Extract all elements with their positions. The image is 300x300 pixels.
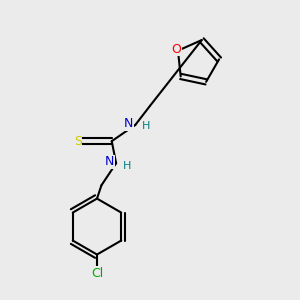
Text: H: H	[123, 161, 131, 171]
Text: N: N	[105, 155, 114, 168]
Text: H: H	[141, 122, 150, 131]
Text: Cl: Cl	[91, 267, 103, 280]
Text: N: N	[124, 117, 134, 130]
Text: O: O	[172, 43, 182, 56]
Text: S: S	[74, 135, 82, 148]
